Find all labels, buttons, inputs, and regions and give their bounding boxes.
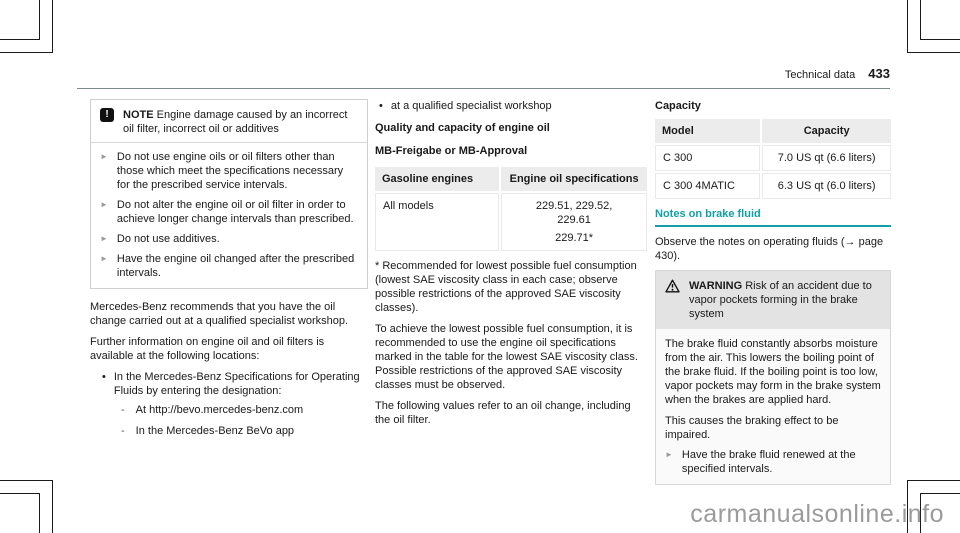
note-item-text: Do not use additives. bbox=[116, 233, 220, 245]
spec-values: 229.51, 229.52, 229.61 bbox=[535, 200, 613, 226]
note-label: NOTE bbox=[123, 109, 154, 121]
page-header: Technical data 433 bbox=[785, 66, 890, 81]
warning-paragraph: The brake fluid constantly absorbs moist… bbox=[665, 338, 881, 406]
note-title-text: NOTE Engine damage caused by an incorrec… bbox=[123, 108, 358, 136]
note-item: ► Do not use additives. bbox=[100, 232, 358, 246]
crop-mark-bottom-left-outer bbox=[0, 480, 53, 533]
table-header-row: Model Capacity bbox=[655, 119, 891, 143]
table-cell-capacity: 6.3 US qt (6.0 liters) bbox=[762, 173, 891, 199]
note-exclamation-icon: ! bbox=[100, 108, 114, 122]
paragraph: Observe the notes on operating fluids (→… bbox=[655, 236, 884, 262]
triangle-arrow-icon: ► bbox=[100, 254, 108, 263]
warning-body: The brake fluid constantly absorbs moist… bbox=[656, 329, 890, 484]
bullet-item: • at a qualified specialist workshop bbox=[375, 99, 647, 113]
paragraph: The following values refer to an oil cha… bbox=[375, 400, 631, 426]
table-cell-capacity: 7.0 US qt (6.6 liters) bbox=[762, 145, 891, 171]
note-box: ! NOTE Engine damage caused by an incorr… bbox=[90, 99, 368, 289]
note-item-text: Do not alter the engine oil or oil filte… bbox=[116, 199, 354, 225]
crop-mark-bottom-right-outer bbox=[907, 480, 960, 533]
column-header: Engine oil specifications bbox=[501, 167, 647, 191]
warning-title-text: WARNING Risk of an accident due to vapor… bbox=[689, 279, 881, 321]
table-cell-specs: 229.51, 229.52, 229.61 229.71* bbox=[501, 193, 647, 251]
dash-icon: - bbox=[121, 404, 125, 416]
crop-mark-bottom-right-inner bbox=[920, 493, 960, 533]
crop-mark-bottom-left-inner bbox=[0, 493, 40, 533]
paragraph: Further information on engine oil and oi… bbox=[90, 336, 325, 362]
crop-mark-top-left-outer bbox=[0, 0, 53, 53]
dash-text: In the Mercedes-Benz BeVo app bbox=[135, 425, 295, 437]
triangle-arrow-icon: ► bbox=[100, 234, 108, 243]
warning-box: WARNING Risk of an accident due to vapor… bbox=[655, 270, 891, 485]
triangle-arrow-icon: ► bbox=[100, 152, 108, 161]
column-header: Gasoline engines bbox=[375, 167, 500, 191]
column-header: Capacity bbox=[762, 119, 891, 143]
header-rule bbox=[77, 88, 890, 89]
bullet-text: at a qualified specialist workshop bbox=[390, 100, 552, 112]
bullet-dot-icon: • bbox=[102, 371, 106, 383]
warning-action-text: Have the brake fluid renewed at the spec… bbox=[681, 449, 856, 475]
triangle-arrow-icon: ► bbox=[100, 200, 108, 209]
heading-capacity: Capacity bbox=[655, 100, 701, 112]
warning-title: WARNING Risk of an accident due to vapor… bbox=[656, 271, 890, 329]
section-heading-brake-fluid: Notes on brake fluid bbox=[655, 207, 891, 227]
page-number: 433 bbox=[868, 66, 890, 81]
dash-text: At http://bevo.mercedes-benz.com bbox=[135, 404, 304, 416]
table-cell-model: All models bbox=[375, 193, 500, 251]
heading-mb-approval: MB-Freigabe or MB-Approval bbox=[375, 145, 528, 157]
dash-item: - In the Mercedes-Benz BeVo app bbox=[90, 424, 368, 438]
crop-mark-top-right-inner bbox=[920, 0, 960, 40]
warning-action-item: ► Have the brake fluid renewed at the sp… bbox=[665, 448, 881, 476]
crop-mark-top-right-outer bbox=[907, 0, 960, 53]
bullet-text: In the Mercedes-Benz Specifications for … bbox=[113, 371, 360, 397]
dash-item: - At http://bevo.mercedes-benz.com bbox=[90, 403, 368, 417]
table-row: C 300 7.0 US qt (6.6 liters) bbox=[655, 145, 891, 171]
bullet-dot-icon: • bbox=[379, 100, 383, 112]
paragraph: To achieve the lowest possible fuel cons… bbox=[375, 323, 638, 391]
bullet-item: • In the Mercedes-Benz Specifications fo… bbox=[90, 370, 368, 398]
table-footnote: * Recommended for lowest possible fuel c… bbox=[375, 260, 637, 314]
engine-oil-table: Gasoline engines Engine oil specificatio… bbox=[375, 167, 647, 251]
warning-label: WARNING bbox=[689, 280, 743, 292]
heading-quality-capacity: Quality and capacity of engine oil bbox=[375, 122, 550, 134]
table-row: All models 229.51, 229.52, 229.61 229.71… bbox=[375, 193, 647, 251]
warning-paragraph: This causes the braking effect to be imp… bbox=[665, 415, 839, 441]
dash-icon: - bbox=[121, 425, 125, 437]
note-title: ! NOTE Engine damage caused by an incorr… bbox=[91, 100, 367, 143]
note-item: ► Do not use engine oils or oil filters … bbox=[100, 150, 358, 192]
table-header-row: Gasoline engines Engine oil specificatio… bbox=[375, 167, 647, 191]
spec-starred-value: 229.71* bbox=[555, 232, 594, 244]
note-items: ► Do not use engine oils or oil filters … bbox=[91, 143, 367, 288]
watermark: carmanualsonline.info bbox=[690, 500, 944, 528]
table-row: C 300 4MATIC 6.3 US qt (6.0 liters) bbox=[655, 173, 891, 199]
table-cell-model: C 300 bbox=[655, 145, 761, 171]
note-item: ► Do not alter the engine oil or oil fil… bbox=[100, 198, 358, 226]
note-item-text: Have the engine oil changed after the pr… bbox=[116, 253, 355, 279]
column-left: ! NOTE Engine damage caused by an incorr… bbox=[90, 99, 368, 445]
note-item-text: Do not use engine oils or oil filters ot… bbox=[116, 151, 344, 191]
note-item: ► Have the engine oil changed after the … bbox=[100, 252, 358, 280]
warning-triangle-icon bbox=[665, 279, 680, 321]
crop-mark-top-left-inner bbox=[0, 0, 40, 40]
capacity-table: Model Capacity C 300 7.0 US qt (6.6 lite… bbox=[655, 119, 891, 199]
section-title: Technical data bbox=[784, 69, 856, 81]
column-middle: • at a qualified specialist workshop Qua… bbox=[375, 99, 647, 434]
column-right: Capacity Model Capacity C 300 7.0 US qt … bbox=[655, 99, 891, 485]
note-title-rest: Engine damage caused by an incorrect oil… bbox=[123, 109, 348, 135]
table-cell-model: C 300 4MATIC bbox=[655, 173, 761, 199]
paragraph: Mercedes-Benz recommends that you have t… bbox=[90, 301, 349, 327]
triangle-arrow-icon: ► bbox=[665, 450, 673, 459]
warning-title-rest: Risk of an accident due to vapor pockets… bbox=[689, 280, 872, 320]
column-header: Model bbox=[655, 119, 761, 143]
